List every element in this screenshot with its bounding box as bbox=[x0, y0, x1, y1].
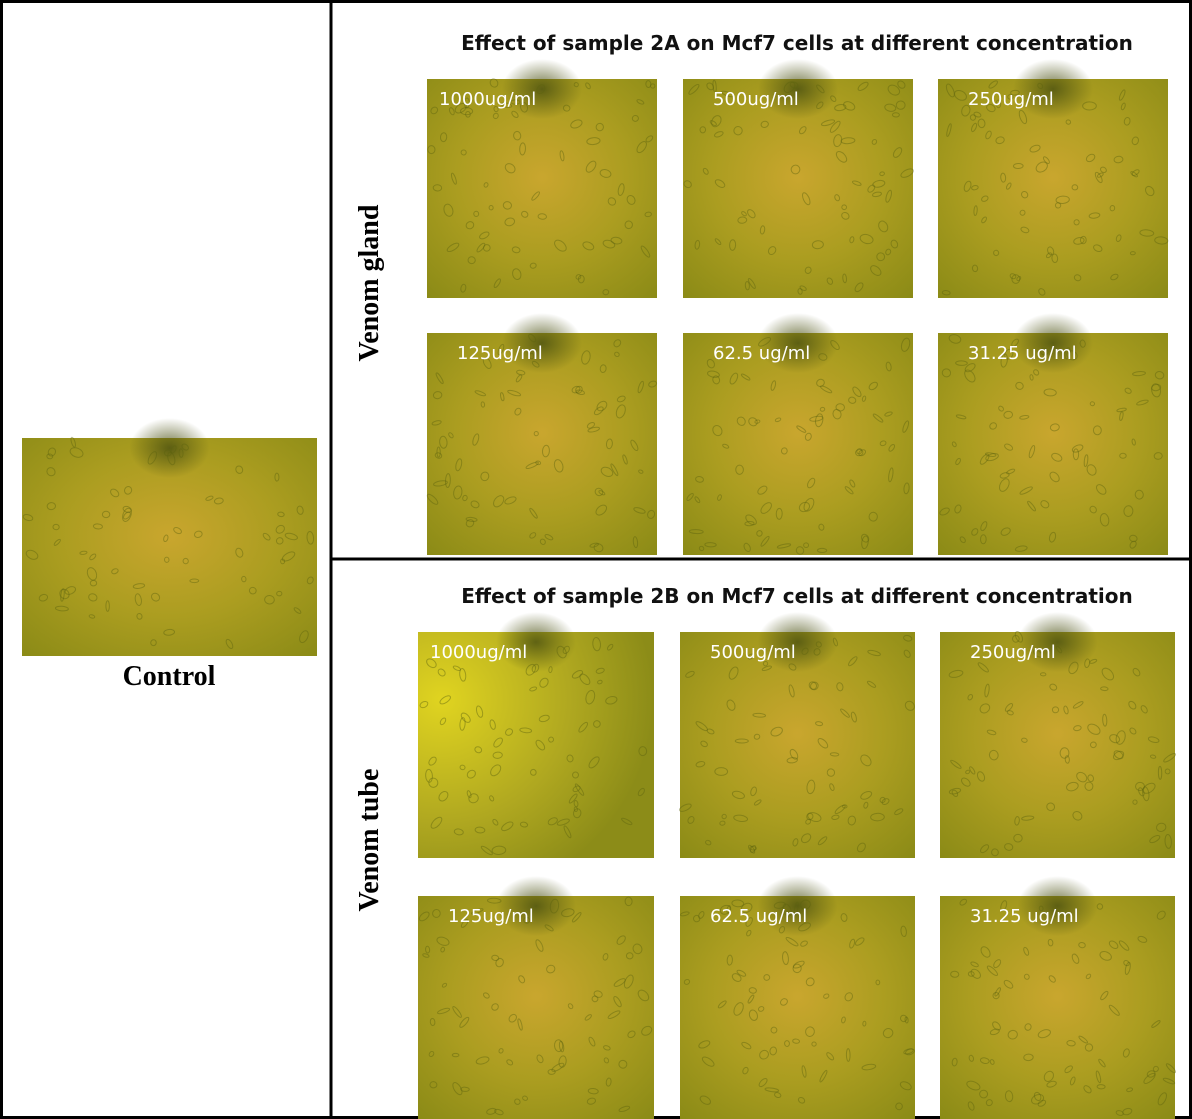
concentration-label: 500ug/ml bbox=[713, 89, 799, 110]
concentration-label: 62.5 ug/ml bbox=[710, 906, 807, 927]
content: Control Effect of sample 2A on Mcf7 cells… bbox=[22, 31, 1177, 1119]
control-label: Control bbox=[123, 661, 216, 692]
concentration-label: 1000ug/ml bbox=[430, 642, 527, 663]
concentration-label: 125ug/ml bbox=[457, 343, 543, 364]
figure: Control Effect of sample 2A on Mcf7 cells… bbox=[0, 0, 1192, 1119]
concentration-label: 31.25 ug/ml bbox=[968, 343, 1077, 364]
concentration-label: 250ug/ml bbox=[968, 89, 1054, 110]
concentration-label: 31.25 ug/ml bbox=[970, 906, 1079, 927]
micrograph bbox=[22, 418, 317, 656]
section-title: Effect of sample 2A on Mcf7 cells at dif… bbox=[461, 31, 1133, 55]
row-label: Venom gland bbox=[354, 204, 385, 361]
micrograph-shadow bbox=[130, 418, 210, 478]
section-title: Effect of sample 2B on Mcf7 cells at dif… bbox=[461, 584, 1133, 608]
concentration-label: 500ug/ml bbox=[710, 642, 796, 663]
concentration-label: 250ug/ml bbox=[970, 642, 1056, 663]
concentration-label: 125ug/ml bbox=[448, 906, 534, 927]
concentration-label: 1000ug/ml bbox=[439, 89, 536, 110]
row-label: Venom tube bbox=[354, 769, 385, 912]
concentration-label: 62.5 ug/ml bbox=[713, 343, 810, 364]
